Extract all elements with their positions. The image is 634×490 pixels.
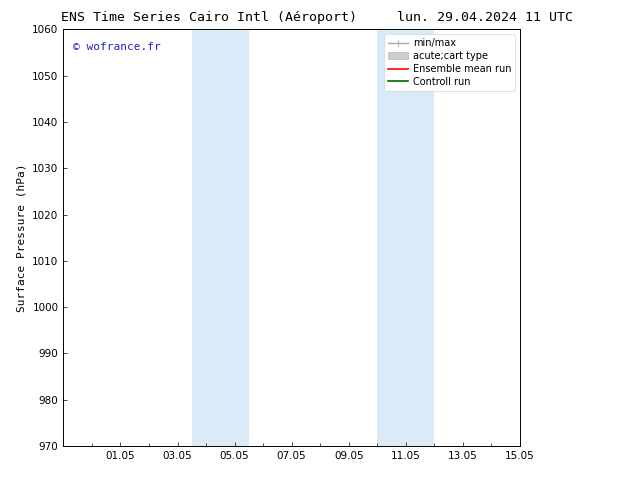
Legend: min/max, acute;cart type, Ensemble mean run, Controll run: min/max, acute;cart type, Ensemble mean … — [384, 34, 515, 91]
Text: ENS Time Series Cairo Intl (Aéroport)     lun. 29.04.2024 11 UTC: ENS Time Series Cairo Intl (Aéroport) lu… — [61, 11, 573, 24]
Bar — [221, 29, 249, 446]
Text: © wofrance.fr: © wofrance.fr — [72, 42, 160, 52]
Bar — [191, 29, 221, 446]
Bar — [406, 29, 434, 446]
Y-axis label: Surface Pressure (hPa): Surface Pressure (hPa) — [16, 163, 27, 312]
Bar — [377, 29, 406, 446]
